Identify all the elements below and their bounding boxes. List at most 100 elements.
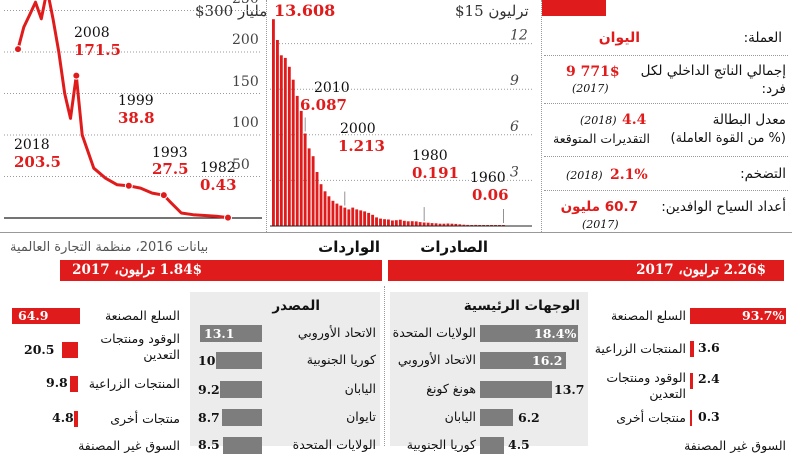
divider: [544, 55, 788, 56]
divider: [544, 156, 788, 157]
bar: [70, 376, 78, 392]
label: منتجات أخرى: [616, 410, 686, 425]
label: السلع المصنعة: [104, 308, 180, 323]
series-line: [16, 0, 229, 220]
bar: [347, 209, 351, 226]
label: المنتجات الزراعية: [594, 341, 686, 356]
destinations-title: الوجهات الرئيسية: [463, 298, 580, 314]
bar: [480, 381, 552, 398]
bar: [394, 220, 398, 226]
origins-panel: [190, 292, 380, 446]
annotation-value: 1.213: [338, 137, 385, 155]
gdp-per-capita-year: (2017): [572, 82, 609, 95]
value: 93.7%: [742, 308, 785, 323]
value: 10: [198, 353, 216, 368]
y-tick-label: 150: [232, 73, 259, 90]
bar: [319, 184, 323, 226]
bar: [315, 172, 319, 226]
bar: [371, 214, 375, 226]
unemployment-label: معدل البطالة: [712, 112, 786, 128]
bar: [200, 325, 262, 342]
label: منتجات أخرى: [110, 411, 180, 426]
bar: [323, 191, 327, 226]
axis-unit-label: $15 ترليون: [455, 2, 529, 20]
title-bar: [542, 0, 606, 16]
label: تايوان: [346, 409, 376, 424]
y-tick-label: 12: [510, 28, 528, 44]
bar: [359, 210, 363, 226]
value: 16.2: [532, 353, 563, 368]
bar: [383, 219, 386, 226]
bar: [311, 156, 315, 226]
annotation-value: 0.43: [200, 176, 237, 194]
top-value-label: 13.608: [274, 1, 336, 20]
tourists-value: 60.7 مليون: [560, 199, 638, 215]
bar: [276, 40, 279, 226]
bar: [222, 409, 262, 426]
annotation-year: 1980: [412, 148, 448, 164]
unemployment-note: التقديرات المتوقعة: [553, 131, 650, 146]
exports-total-bar: [388, 260, 784, 281]
annotation-year: 2000: [340, 121, 376, 137]
bar: [279, 55, 283, 226]
bar: [690, 410, 692, 426]
bar: [480, 409, 513, 426]
bar: [438, 223, 442, 226]
column-divider: [266, 0, 267, 232]
bar: [74, 411, 78, 427]
label: الولايات المتحدة: [392, 325, 476, 340]
annotation-value: 38.8: [118, 109, 155, 127]
annotation-year: 1960: [470, 170, 506, 186]
value: 4.8: [52, 410, 74, 425]
bar: [327, 196, 331, 226]
annotation-year: 2008: [74, 25, 110, 41]
bar: [474, 224, 478, 226]
value: 4.5: [508, 437, 530, 452]
value: 3.6: [698, 340, 720, 355]
annotation-year: 2010: [314, 80, 350, 96]
bar: [402, 220, 406, 226]
bar: [418, 222, 422, 226]
bar: [454, 223, 458, 226]
exports-total-label: 2.26$ ترليون، 2017: [636, 262, 766, 278]
currency-value: اليوان: [598, 30, 640, 46]
data-point: [72, 71, 81, 80]
annotation-year: 1993: [152, 145, 188, 161]
bar: [690, 308, 786, 324]
bar: [410, 221, 414, 226]
label: السلع المصنعة: [610, 308, 686, 323]
bar: [303, 133, 307, 226]
gdp-per-capita-value: 9 771$: [566, 64, 620, 80]
bar: [480, 325, 578, 342]
value: 9.2: [198, 382, 220, 397]
bar: [462, 224, 466, 226]
inflation-year: (2018): [566, 169, 603, 182]
label: الاتحاد الأوروبي: [397, 352, 476, 367]
y-tick-label: 9: [510, 73, 519, 89]
bar: [690, 341, 694, 357]
annotation-value: 171.5: [74, 41, 121, 59]
y-tick-label: 50: [232, 156, 250, 173]
tourists-year: (2017): [582, 218, 619, 231]
bar: [216, 352, 262, 369]
value: 8.7: [198, 410, 220, 425]
label: هونغ كونغ: [426, 381, 476, 396]
bar: [287, 66, 291, 226]
section-divider: [0, 232, 792, 233]
value: 64.9: [18, 308, 49, 323]
bar: [367, 212, 371, 226]
bar: [351, 207, 355, 226]
annotation-year: 2018: [14, 137, 50, 153]
bar: [458, 224, 462, 226]
source-note: بيانات 2016، منظمة التجارة العالمية: [10, 240, 209, 255]
bar: [406, 221, 410, 226]
divider: [544, 190, 788, 191]
bar: [283, 57, 287, 227]
bar-chart-svg: 12 9 6 3: [270, 19, 532, 227]
annotation-value: 6.087: [300, 96, 347, 114]
value: 9.8: [46, 375, 68, 390]
label: الوقود ومنتجات التعدين: [100, 331, 180, 362]
bar: [62, 342, 78, 358]
label: المنتجات الزراعية: [88, 376, 180, 391]
divider: [544, 103, 788, 104]
